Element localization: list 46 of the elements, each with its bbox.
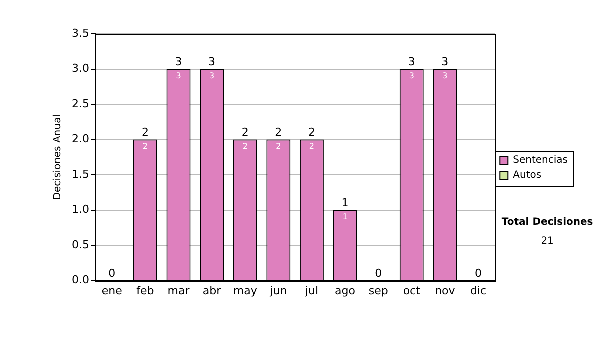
x-tick-label: oct: [403, 284, 422, 298]
total-label: 3: [208, 56, 216, 69]
legend-label: Sentencias: [513, 155, 568, 166]
y-tick-label: 0.0: [72, 274, 90, 287]
x-tick-label: ago: [335, 284, 356, 298]
data-label: 3: [442, 71, 448, 80]
total-label: 1: [342, 196, 349, 210]
text: Total Decisiones: [502, 216, 594, 228]
y-axis-title: Decisiones Anual: [52, 114, 64, 200]
data-label: 2: [242, 142, 248, 151]
y-tick-label: 3.5: [72, 26, 90, 40]
x-tick-label: jun: [269, 284, 288, 298]
data-label: 2: [142, 142, 148, 151]
data-label: 3: [176, 71, 182, 80]
x-tick-label: ene: [102, 284, 123, 298]
legend-label: Autos: [513, 170, 542, 182]
y-tick-label: 0.5: [72, 238, 90, 252]
x-tick-label: jul: [304, 284, 319, 298]
y-tick-label: 2.0: [72, 132, 90, 146]
x-tick-label: sep: [368, 284, 388, 298]
x-tick-label: abr: [202, 284, 222, 298]
total-label: 0: [108, 267, 116, 280]
total-label: 3: [442, 56, 449, 69]
x-tick-label: mar: [168, 284, 190, 298]
data-label: 3: [210, 71, 215, 80]
x-tick-label: nov: [435, 284, 456, 298]
total-label: 3: [408, 56, 416, 69]
data-label: 2: [309, 142, 315, 151]
total-label: 0: [474, 267, 482, 280]
x-tick-label: may: [233, 284, 258, 298]
y-tick-label: 1.0: [72, 203, 90, 216]
total-label: 2: [275, 126, 282, 140]
total-label: 2: [308, 126, 316, 140]
total-label: 2: [142, 126, 149, 140]
x-tick-label: dic: [470, 284, 487, 298]
text: 21: [541, 234, 554, 248]
y-tick-label: 2.5: [72, 97, 90, 110]
data-label: 2: [276, 142, 282, 151]
y-tick-label: 1.5: [72, 168, 90, 181]
total-label: 0: [375, 267, 382, 280]
total-label: 3: [175, 56, 182, 69]
y-tick-label: 3.0: [72, 62, 90, 76]
total-label: 2: [242, 126, 249, 140]
data-label: 1: [342, 212, 348, 222]
data-label: 3: [409, 71, 414, 80]
x-tick-label: feb: [136, 284, 154, 298]
